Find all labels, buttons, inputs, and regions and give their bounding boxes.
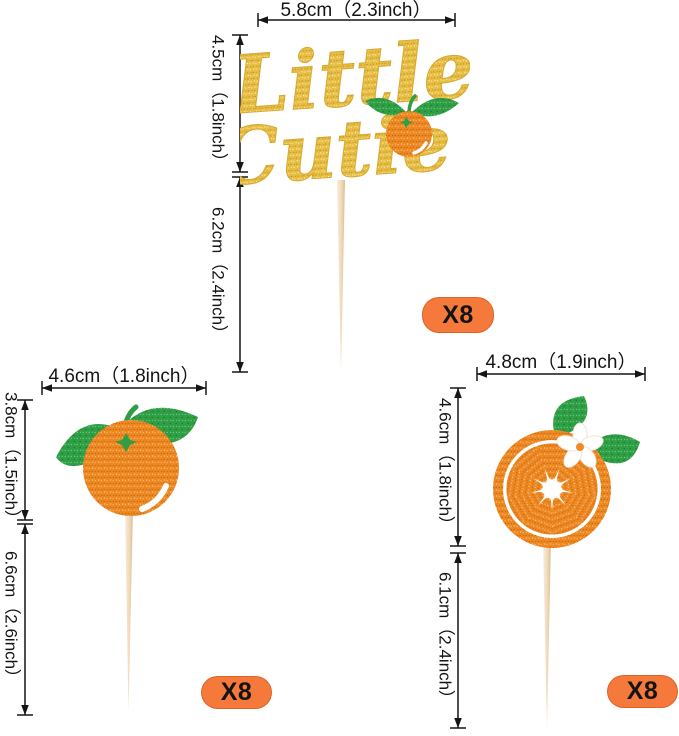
topper3-quantity-badge: X8 — [607, 675, 678, 708]
topper2-width-arrow — [41, 381, 207, 395]
topper1-quantity-badge: X8 — [422, 297, 494, 333]
orange-circle — [386, 111, 432, 157]
topper2-stick-label: 6.6cm（2.6inch） — [1, 551, 21, 687]
orange-slice-icon — [493, 430, 611, 548]
leaf-icon — [411, 97, 459, 117]
orange-fruit-topper — [56, 404, 198, 712]
topper2-height-label: 3.8cm（1.5inch） — [1, 391, 21, 528]
small-orange-icon — [365, 94, 459, 157]
topper3-stick-arrow — [450, 552, 466, 729]
topper3-height-label: 4.6cm（1.8inch） — [435, 398, 455, 534]
topper3-height-arrow — [450, 387, 466, 547]
topper1-width-arrow — [257, 13, 456, 27]
topper-stick — [543, 540, 551, 726]
highlight — [412, 141, 428, 155]
topper3-width-label: 4.8cm（1.9inch） — [485, 351, 637, 373]
calyx-icon — [115, 433, 137, 452]
topper1-width-label: 5.8cm（2.3inch） — [280, 0, 432, 21]
orange-circle — [83, 420, 179, 516]
leaf-icon — [365, 97, 407, 116]
topper3-width-arrow — [476, 367, 646, 381]
orange-slice-topper — [493, 396, 640, 726]
stem — [407, 94, 417, 113]
topper2-quantity-badge: X8 — [201, 676, 272, 709]
flower-icon — [556, 422, 604, 468]
topper3-stick-label: 6.1cm（2.4inch） — [435, 572, 455, 708]
topper-stick — [337, 180, 345, 372]
topper2-width-label: 4.6cm（1.8inch） — [48, 365, 200, 387]
topper2-stick-arrow — [17, 523, 33, 716]
topper2-height-arrow — [17, 399, 33, 521]
highlight — [139, 483, 169, 512]
little-cutie-topper: Little Cutie — [240, 25, 470, 372]
topper1-height-label: 4.5cm（1.8inch） — [208, 35, 228, 171]
topper-stick — [125, 507, 133, 712]
topper1-stick-arrow — [232, 176, 248, 373]
topper1-height-arrow — [232, 34, 248, 173]
topper1-stick-label: 6.2cm（2.4inch） — [208, 206, 228, 343]
calyx-icon — [400, 117, 413, 128]
slice-segments — [506, 443, 598, 535]
